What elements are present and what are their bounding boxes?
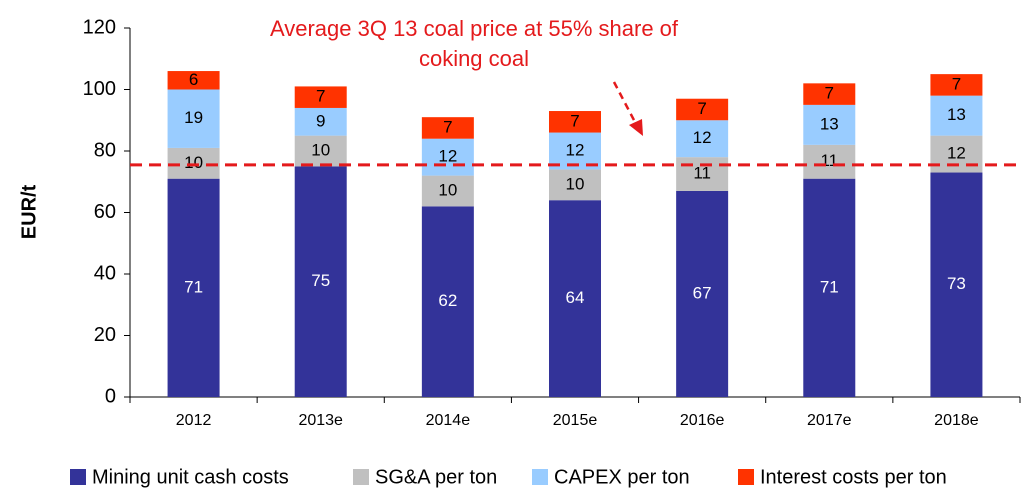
- y-tick-label: 40: [94, 262, 116, 284]
- data-label: 12: [693, 128, 712, 147]
- data-label: 10: [438, 180, 457, 199]
- data-label: 7: [316, 87, 325, 106]
- bar-segment: [676, 157, 729, 191]
- y-tick-label: 60: [94, 201, 116, 223]
- bar-segment: [167, 71, 220, 90]
- data-label: 71: [184, 277, 203, 296]
- data-labels: 71 10 19 6 75 10 9 7 62 10 12 7 64 10 12 7 67 11 12 7 71 11 13…: [184, 70, 966, 310]
- legend-swatch: [738, 469, 754, 485]
- bar-segment: [803, 178, 856, 397]
- x-tick-label: 2015e: [553, 412, 598, 429]
- data-label: 67: [693, 283, 712, 302]
- data-label: 12: [438, 147, 457, 166]
- legend-swatch: [532, 469, 548, 485]
- bar-segment: [803, 83, 856, 105]
- x-tick-label: 2017e: [807, 412, 852, 429]
- y-tick-label: 20: [94, 324, 116, 346]
- data-label: 11: [693, 164, 711, 183]
- data-label: 7: [443, 117, 452, 136]
- data-label: 13: [947, 105, 966, 124]
- legend-swatch: [353, 469, 369, 485]
- legend-label: CAPEX per ton: [554, 466, 690, 488]
- y-axis-label: EUR/t: [18, 184, 40, 239]
- data-label: 71: [820, 277, 839, 296]
- data-label: 64: [566, 288, 585, 307]
- bar-segment: [294, 135, 347, 167]
- x-tick-label: 2016e: [680, 412, 725, 429]
- data-label: 62: [438, 291, 457, 310]
- data-label: 10: [566, 174, 585, 193]
- x-tick-label: 2014e: [426, 412, 471, 429]
- legend-label: SG&A per ton: [375, 466, 497, 488]
- bar-segment: [676, 190, 729, 397]
- legend-label: Interest costs per ton: [760, 466, 947, 488]
- annotation-text: coking coal: [419, 46, 529, 71]
- x-tick-label: 2013e: [298, 412, 343, 429]
- bar-segment: [421, 175, 474, 207]
- bar-segment: [167, 178, 220, 397]
- bar-segment: [549, 132, 601, 170]
- bar-segment: [930, 74, 983, 96]
- data-label: 7: [952, 74, 961, 93]
- bar-segment: [294, 86, 347, 108]
- bar-segment: [421, 117, 474, 139]
- data-label: 10: [311, 140, 330, 159]
- data-label: 12: [947, 144, 966, 163]
- data-label: 73: [947, 274, 966, 293]
- bar-segment: [421, 206, 474, 397]
- x-axis: 2012 2013e 2014e 2015e 2016e 2017e 2018e: [129, 396, 1021, 429]
- data-label: 7: [570, 111, 579, 130]
- annotation-text: Average 3Q 13 coal price at 55% share of: [270, 16, 679, 41]
- y-tick-label: 120: [83, 16, 116, 38]
- data-label: 19: [184, 108, 203, 127]
- data-label: 13: [820, 114, 839, 133]
- data-label: 75: [311, 271, 330, 290]
- data-label: 7: [825, 84, 834, 103]
- bar-segment: [294, 166, 347, 397]
- bar-segment: [930, 172, 983, 397]
- annotation-arrowhead: [629, 119, 643, 136]
- data-label: 11: [820, 151, 838, 170]
- bar-segment: [676, 120, 729, 158]
- bar-segment: [803, 144, 856, 179]
- y-tick-label: 0: [105, 385, 116, 407]
- data-label: 7: [697, 99, 706, 118]
- bar-segment: [167, 89, 220, 148]
- bar-segment: [549, 200, 601, 397]
- bar-segment: [294, 107, 347, 136]
- bar-segment: [930, 95, 983, 136]
- x-tick-label: 2012: [176, 412, 212, 429]
- bars: [167, 71, 983, 397]
- y-tick-label: 80: [94, 139, 116, 161]
- bar-segment: [676, 98, 729, 121]
- annotation-arrow: [612, 81, 638, 125]
- y-axis: 0 20 40 60 80 100 120: [83, 16, 131, 407]
- data-label: 12: [566, 140, 585, 159]
- x-tick-label: 2018e: [934, 412, 979, 429]
- bar-segment: [803, 104, 856, 145]
- legend-swatch: [70, 469, 86, 485]
- bar-segment: [549, 169, 601, 201]
- bar-segment: [549, 111, 601, 133]
- bar-segment: [167, 147, 220, 179]
- legend: Mining unit cash costs SG&A per ton CAPEX …: [70, 466, 947, 488]
- data-label: 6: [189, 70, 198, 89]
- annotation-group: Average 3Q 13 coal price at 55% share of…: [270, 16, 679, 136]
- data-label: 10: [184, 153, 203, 172]
- bar-segment: [421, 138, 474, 176]
- bar-segment: [930, 135, 983, 173]
- y-tick-label: 100: [83, 78, 116, 100]
- legend-label: Mining unit cash costs: [92, 466, 289, 488]
- data-label: 9: [316, 111, 325, 130]
